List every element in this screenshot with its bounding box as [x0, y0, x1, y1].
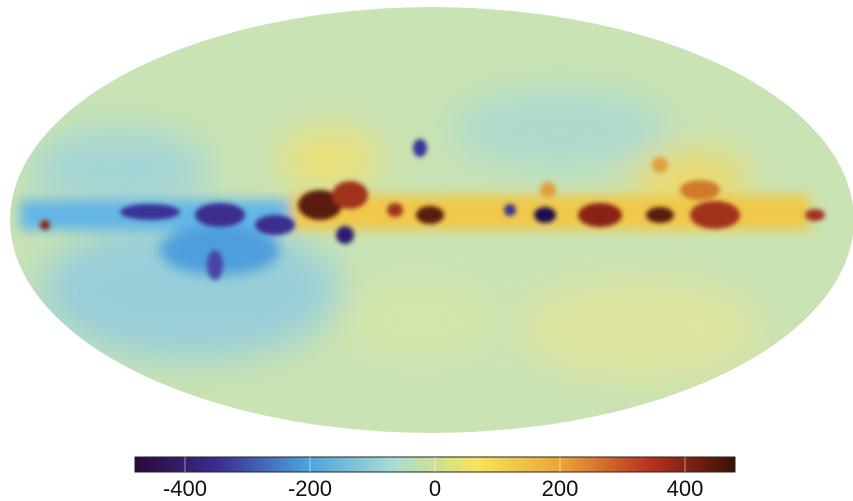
tick-label: -400 — [163, 476, 207, 501]
tick-label: -200 — [288, 476, 332, 501]
tick-label: 400 — [667, 476, 704, 501]
tick-label: 200 — [542, 476, 579, 501]
sky-map — [10, 7, 853, 433]
tick-label: 0 — [429, 476, 441, 501]
